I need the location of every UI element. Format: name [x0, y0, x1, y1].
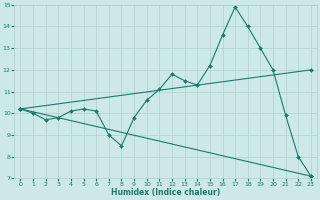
X-axis label: Humidex (Indice chaleur): Humidex (Indice chaleur)	[111, 188, 220, 197]
